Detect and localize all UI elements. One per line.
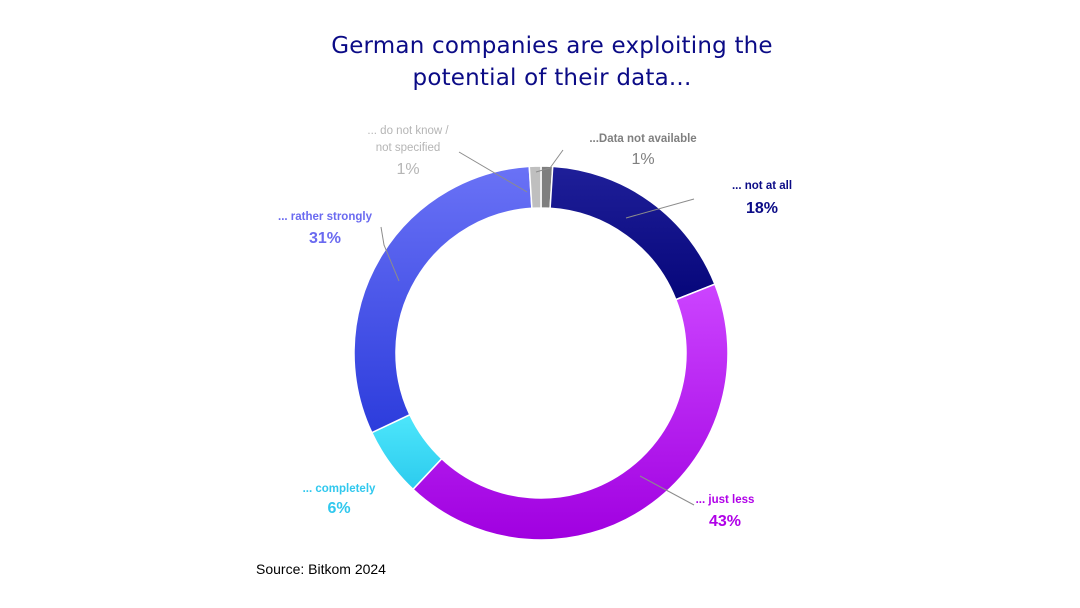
slice-rather-strongly (353, 165, 533, 434)
chart-title: German companies are exploiting the pote… (0, 30, 1080, 94)
label-do-not-know-line-1: ... do not know / (367, 125, 449, 137)
slice-do-not-know (528, 165, 542, 210)
leader-line-not-at-all (625, 198, 695, 219)
label-data-not-available: ...Data not available (589, 133, 696, 145)
value-label-rather-strongly: 31% (309, 230, 341, 247)
label-do-not-know-line-2: not specified (376, 142, 441, 154)
source-note: Source: Bitkom 2024 (256, 561, 386, 577)
label-completely: ... completely (303, 483, 376, 495)
leader-line-rather-strongly (380, 226, 400, 282)
slice-just-less (411, 283, 729, 541)
value-label-completely: 6% (327, 500, 350, 517)
leader-line-data-not-available (535, 149, 564, 173)
slice-not-at-all (549, 165, 716, 301)
leader-line-just-less (639, 475, 695, 506)
value-label-just-less: 43% (709, 513, 741, 530)
leader-line-do-not-know (458, 151, 528, 193)
chart-title-line-1: German companies are exploiting the (331, 33, 773, 59)
value-label-data-not-available: 1% (631, 151, 654, 168)
label-just-less: ... just less (696, 494, 755, 506)
value-label-not-at-all: 18% (746, 200, 778, 217)
label-not-at-all: ... not at all (732, 180, 792, 192)
value-label-do-not-know: 1% (396, 161, 419, 178)
label-rather-strongly: ... rather strongly (278, 211, 373, 223)
chart-title-line-2: potential of their data... (412, 65, 692, 91)
